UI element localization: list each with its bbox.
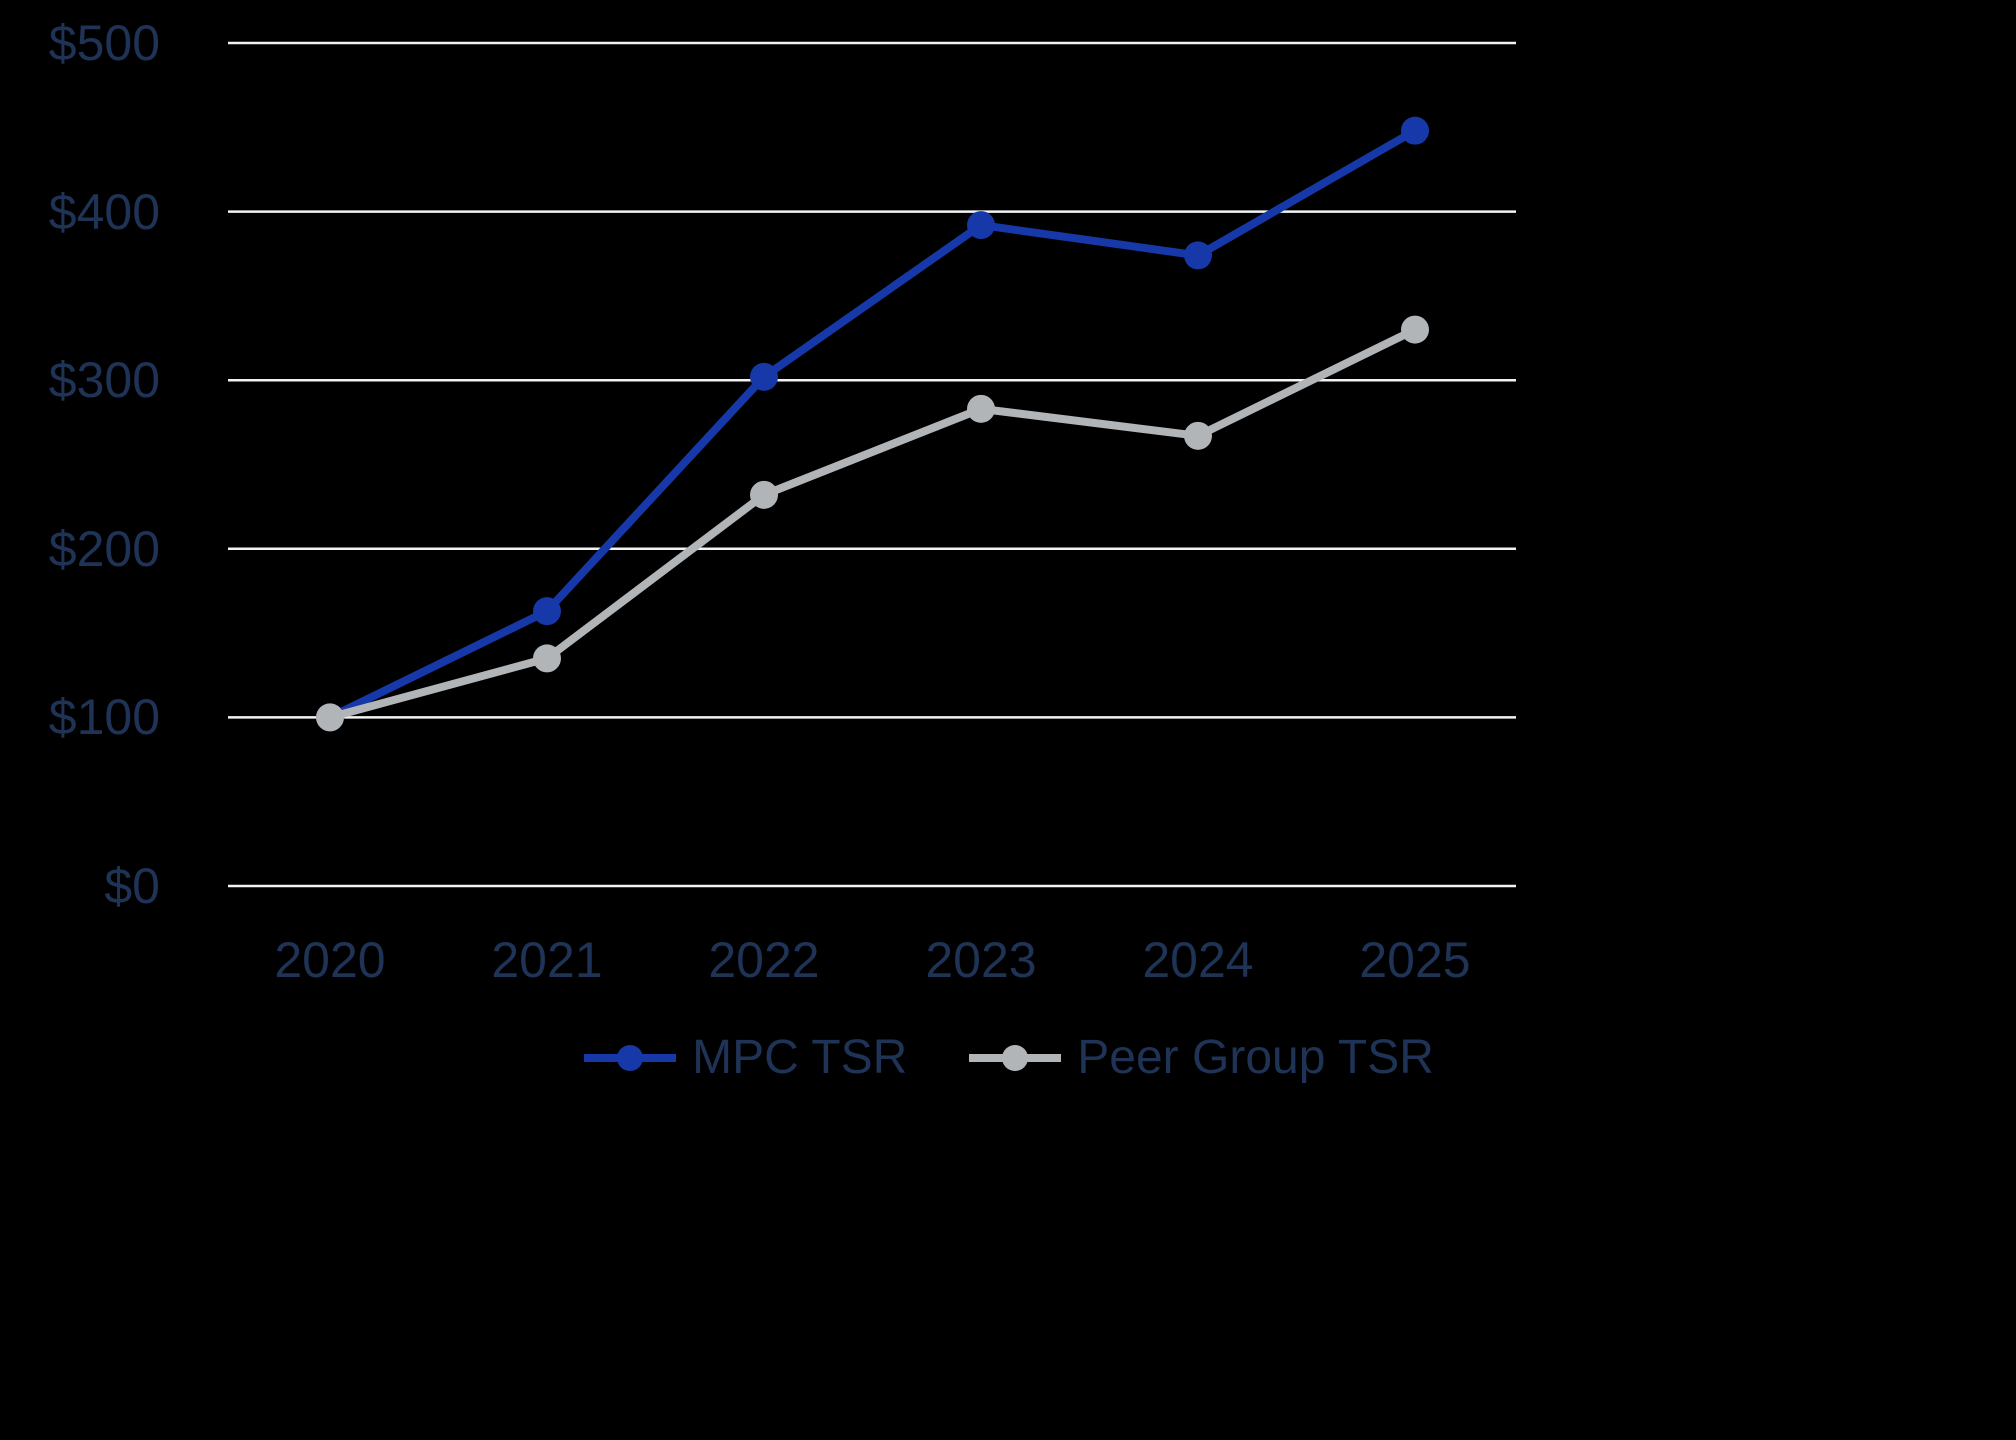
y-tick-label: $400 bbox=[48, 183, 160, 240]
y-tick-label: $100 bbox=[48, 689, 160, 746]
legend-label: Peer Group TSR bbox=[1077, 1031, 1434, 1084]
x-tick-label: 2024 bbox=[1142, 932, 1254, 988]
series-line-mpc-tsr bbox=[326, 126, 1419, 722]
data-point bbox=[533, 597, 561, 626]
x-tick-label: 2023 bbox=[925, 932, 1037, 988]
x-tick-label: 2021 bbox=[491, 932, 603, 988]
data-point bbox=[1184, 421, 1212, 450]
y-tick-label: $300 bbox=[48, 352, 160, 409]
data-point bbox=[316, 703, 344, 732]
x-tick-label: 2025 bbox=[1359, 932, 1471, 988]
x-tick-label: 2022 bbox=[708, 932, 820, 988]
legend-marker bbox=[969, 1044, 1062, 1071]
x-tick-label: 2020 bbox=[274, 932, 386, 988]
y-tick-label: $200 bbox=[48, 520, 160, 577]
legend-item-peer-group-tsr: Peer Group TSR bbox=[967, 1030, 1434, 1085]
data-point bbox=[750, 480, 778, 509]
y-tick-label: $500 bbox=[48, 15, 160, 71]
data-point bbox=[1401, 116, 1429, 145]
legend-marker bbox=[584, 1044, 677, 1071]
data-point bbox=[1184, 241, 1212, 270]
legend-item-mpc-tsr: MPC TSR bbox=[582, 1030, 907, 1085]
data-point bbox=[1401, 315, 1429, 344]
data-point bbox=[967, 211, 995, 240]
y-tick-label: $0 bbox=[104, 858, 160, 914]
data-point bbox=[750, 362, 778, 391]
series-line-peer-group-tsr bbox=[326, 325, 1419, 722]
data-point bbox=[967, 394, 995, 423]
chart-legend: MPC TSR Peer Group TSR bbox=[0, 1030, 2016, 1085]
data-point bbox=[533, 644, 561, 673]
legend-label: MPC TSR bbox=[692, 1031, 908, 1084]
